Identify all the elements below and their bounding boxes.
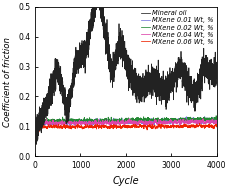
MXene 0.04 Wt, % [200, 121, 203, 124]
Mineral oil [33, 122, 36, 124]
Line: Mineral oil: Mineral oil [35, 7, 216, 144]
MXene 0.01 Wt, % [209, 120, 212, 122]
Mineral oil [120, 47, 122, 50]
MXene 0.01 Wt, % [165, 122, 168, 124]
MXene 0.04 Wt, % [109, 123, 112, 125]
Mineral oil [209, 71, 212, 73]
Mineral oil [110, 75, 112, 77]
MXene 0.06 Wt, % [111, 126, 114, 128]
MXene 0.06 Wt, % [197, 122, 200, 125]
Mineral oil [34, 143, 37, 145]
MXene 0.04 Wt, % [201, 117, 203, 120]
MXene 0.02 Wt, % [165, 119, 168, 121]
MXene 0.01 Wt, % [111, 122, 114, 124]
Line: MXene 0.01 Wt, %: MXene 0.01 Wt, % [35, 117, 216, 138]
Line: MXene 0.02 Wt, %: MXene 0.02 Wt, % [35, 116, 216, 136]
Mineral oil [91, 6, 94, 8]
MXene 0.06 Wt, % [34, 137, 36, 139]
MXene 0.02 Wt, % [33, 135, 36, 137]
MXene 0.04 Wt, % [120, 121, 122, 123]
MXene 0.02 Wt, % [200, 119, 203, 122]
MXene 0.01 Wt, % [109, 120, 112, 122]
MXene 0.06 Wt, % [215, 125, 217, 128]
MXene 0.06 Wt, % [165, 126, 168, 128]
MXene 0.02 Wt, % [109, 117, 112, 119]
MXene 0.02 Wt, % [209, 116, 212, 119]
MXene 0.06 Wt, % [33, 137, 36, 139]
Mineral oil [111, 64, 114, 66]
Mineral oil [200, 56, 203, 58]
MXene 0.04 Wt, % [165, 121, 168, 123]
MXene 0.04 Wt, % [33, 136, 36, 138]
MXene 0.02 Wt, % [34, 135, 36, 137]
MXene 0.06 Wt, % [120, 125, 122, 128]
MXene 0.02 Wt, % [214, 115, 217, 117]
Mineral oil [215, 67, 217, 70]
Line: MXene 0.04 Wt, %: MXene 0.04 Wt, % [35, 119, 216, 137]
MXene 0.02 Wt, % [215, 118, 217, 120]
Mineral oil [165, 90, 168, 92]
MXene 0.01 Wt, % [200, 121, 203, 123]
MXene 0.01 Wt, % [34, 137, 37, 139]
MXene 0.01 Wt, % [215, 121, 217, 123]
MXene 0.06 Wt, % [209, 125, 212, 128]
Legend: Mineral oil, MXene 0.01 Wt, %, MXene 0.02 Wt, %, MXene 0.04 Wt, %, MXene 0.06 Wt: Mineral oil, MXene 0.01 Wt, %, MXene 0.0… [139, 9, 214, 46]
MXene 0.01 Wt, % [184, 116, 187, 118]
MXene 0.02 Wt, % [111, 120, 114, 122]
MXene 0.01 Wt, % [120, 120, 122, 122]
X-axis label: Cycle: Cycle [112, 176, 139, 186]
Line: MXene 0.06 Wt, %: MXene 0.06 Wt, % [35, 123, 216, 138]
MXene 0.06 Wt, % [109, 125, 112, 128]
MXene 0.06 Wt, % [200, 124, 203, 127]
MXene 0.04 Wt, % [215, 124, 217, 127]
Y-axis label: Coefficient of friction: Coefficient of friction [3, 36, 12, 127]
MXene 0.04 Wt, % [209, 121, 212, 124]
MXene 0.01 Wt, % [33, 133, 36, 136]
MXene 0.02 Wt, % [120, 119, 122, 121]
MXene 0.04 Wt, % [111, 119, 114, 122]
